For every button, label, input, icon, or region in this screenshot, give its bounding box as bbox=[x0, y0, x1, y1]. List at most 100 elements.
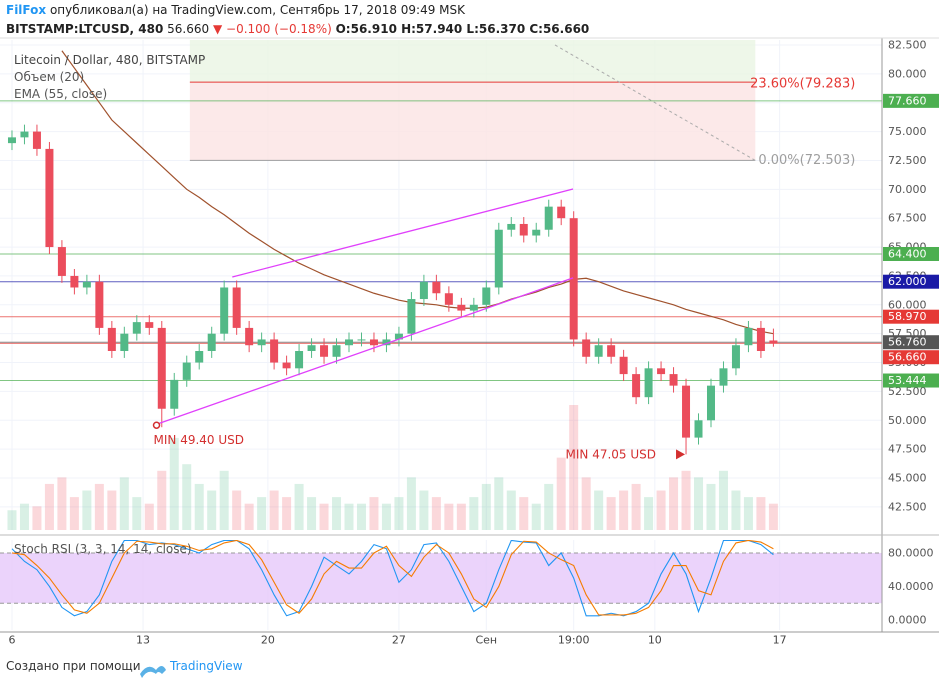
candle-body bbox=[32, 131, 41, 149]
y-tick-label: 42.500 bbox=[888, 500, 927, 513]
candle-body bbox=[432, 281, 441, 294]
candle-body bbox=[756, 327, 765, 351]
legend-volume: Объем (20) bbox=[14, 70, 84, 84]
candle-body bbox=[307, 345, 316, 351]
y-tick-label: 52.500 bbox=[888, 385, 927, 398]
candle-body bbox=[394, 333, 403, 340]
candle-body bbox=[282, 362, 291, 369]
candle-body bbox=[332, 345, 341, 357]
annotation: MIN 47.05 USD bbox=[566, 447, 657, 461]
y-tick-label: 0.0000 bbox=[888, 613, 927, 626]
volume-bar bbox=[681, 470, 691, 530]
candle-body bbox=[769, 340, 778, 344]
volume-bar bbox=[406, 477, 416, 530]
level-label-bg bbox=[883, 350, 939, 365]
candle-body bbox=[132, 322, 141, 334]
volume-bar bbox=[544, 483, 554, 530]
header-line-2: BITSTAMP:LTCUSD, 480 56.660 ▼ −0.100 (−0… bbox=[6, 22, 589, 36]
volume-bar bbox=[7, 510, 17, 530]
candle-body bbox=[706, 385, 715, 421]
volume-bar bbox=[706, 483, 716, 530]
candle-body bbox=[57, 247, 66, 276]
ohlc: O:56.910 H:57.940 L:56.370 C:56.660 bbox=[335, 22, 590, 36]
x-tick-label: 10 bbox=[648, 634, 662, 647]
candle-body bbox=[207, 333, 216, 351]
candle-body bbox=[345, 339, 354, 346]
trendline bbox=[232, 188, 574, 278]
footer-text: Создано при помощи bbox=[6, 659, 141, 673]
axes: 42.50045.00047.50050.00052.50055.00057.5… bbox=[0, 37, 939, 647]
level-label: 64.400 bbox=[888, 247, 927, 260]
author[interactable]: FilFox bbox=[6, 3, 47, 17]
volume-bar bbox=[282, 497, 292, 530]
candle-body bbox=[270, 339, 279, 363]
candle-body bbox=[532, 229, 541, 236]
level-label-bg bbox=[883, 373, 939, 388]
x-tick-label: 19:00 bbox=[558, 634, 590, 647]
volume-bar bbox=[294, 483, 304, 530]
volume-bar bbox=[718, 470, 728, 530]
candle-body bbox=[619, 356, 628, 375]
volume-bar bbox=[743, 497, 753, 530]
header-line-1: FilFox опубликовал(а) на TradingView.com… bbox=[6, 3, 465, 17]
volume-bar bbox=[356, 503, 366, 530]
candle-body bbox=[295, 350, 304, 369]
fib-zone-upper bbox=[189, 40, 756, 83]
candle-body bbox=[120, 333, 129, 351]
candle-body bbox=[320, 345, 329, 357]
volume-bar bbox=[19, 503, 29, 530]
level-label: 53.444 bbox=[888, 374, 927, 387]
candle-body bbox=[482, 287, 491, 305]
volume-bar bbox=[107, 490, 117, 530]
y-tick-label: 82.500 bbox=[888, 38, 927, 51]
level-label-bg bbox=[883, 335, 939, 350]
trendline bbox=[154, 277, 574, 426]
y-tick-label: 80.000 bbox=[888, 67, 927, 80]
volume-bar bbox=[232, 490, 242, 530]
volume-bar bbox=[619, 490, 629, 530]
volume-bar bbox=[144, 503, 154, 530]
annotation: MIN 49.40 USD bbox=[154, 433, 245, 447]
volume-bar bbox=[344, 503, 354, 530]
candle-body bbox=[682, 385, 691, 438]
y-tick-label: 60.000 bbox=[888, 298, 927, 311]
candle-body bbox=[182, 362, 191, 380]
stoch-title: Stoch RSI (3, 3, 14, 14, close) bbox=[14, 542, 192, 556]
footer-brand[interactable]: TradingView bbox=[170, 659, 243, 673]
volume-bar bbox=[581, 477, 591, 530]
published: опубликовал(а) на TradingView.com, Сентя… bbox=[49, 3, 466, 17]
x-tick-label: 17 bbox=[773, 634, 787, 647]
x-tick-label: 20 bbox=[261, 634, 275, 647]
candle-body bbox=[544, 206, 553, 230]
level-label: 62.000 bbox=[888, 275, 927, 288]
volume-bar bbox=[307, 497, 317, 530]
volume-bar bbox=[332, 497, 342, 530]
volume-bar bbox=[656, 490, 666, 530]
candle-body bbox=[232, 287, 241, 328]
candle-body bbox=[357, 339, 366, 341]
candle-body bbox=[245, 327, 254, 346]
volume-bar bbox=[519, 497, 529, 530]
volume-bar bbox=[169, 437, 179, 530]
candle-body bbox=[507, 223, 516, 230]
candle-body bbox=[444, 293, 453, 305]
legend-ema: EMA (55, close) bbox=[14, 87, 107, 101]
volume-bar bbox=[594, 490, 604, 530]
level-label: 56.760 bbox=[888, 336, 927, 349]
candle-body bbox=[70, 275, 79, 288]
change: ▼ −0.100 (−0.18%) bbox=[212, 22, 332, 36]
candle-body bbox=[195, 350, 204, 363]
volume-bar bbox=[768, 503, 778, 530]
dashed-line bbox=[554, 44, 756, 161]
volume-bar bbox=[431, 497, 441, 530]
volume-bar bbox=[419, 490, 429, 530]
candle-body bbox=[669, 374, 678, 386]
y-tick-label: 70.000 bbox=[888, 183, 927, 196]
level-label-bg bbox=[883, 93, 939, 108]
candle-body bbox=[519, 223, 528, 236]
candle-body bbox=[7, 137, 16, 144]
candle-body bbox=[145, 322, 154, 328]
volume-bar bbox=[606, 497, 616, 530]
annotation-marker bbox=[152, 421, 161, 429]
chart-title: Litecoin / Dollar, 480, BITSTAMP bbox=[14, 53, 205, 67]
